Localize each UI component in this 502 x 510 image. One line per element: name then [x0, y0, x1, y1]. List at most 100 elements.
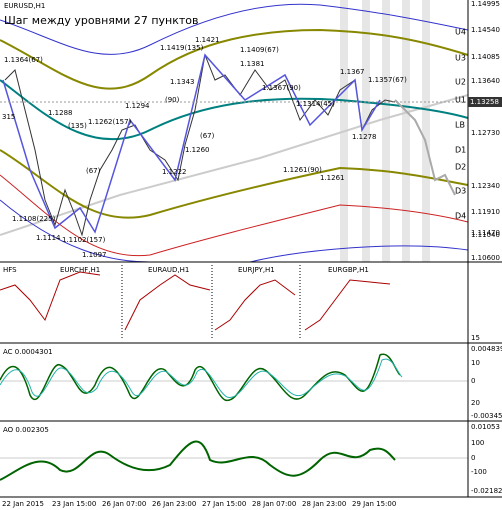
annotation: (67): [200, 132, 215, 140]
price-label: 1.10600: [471, 254, 500, 262]
annotation: 1.1102(157): [62, 236, 106, 244]
annotation: 1.1421: [195, 36, 220, 44]
ac-scale: 20: [471, 399, 480, 407]
session-band: [382, 0, 390, 262]
ao-label: AO 0.002305: [3, 426, 49, 434]
price-label: 1.14995: [471, 0, 500, 8]
annotation: 1.1278: [352, 133, 377, 141]
annotation: 1.1314(45): [296, 100, 335, 108]
time-label: 26 Jan 07:00: [102, 500, 146, 508]
price-label: 1.11470: [471, 229, 500, 237]
annotation: (135): [68, 122, 87, 130]
pair-label: EURAUD,H1: [148, 266, 189, 274]
annotation: 315: [2, 113, 15, 121]
hfs-panel: [0, 265, 502, 344]
price-path: [4, 53, 396, 237]
annotation: (90): [165, 96, 180, 104]
main-chart: [0, 0, 502, 263]
level-label: D4: [455, 212, 466, 221]
time-label: 22 Jan 2015: [2, 500, 44, 508]
ao-line: [0, 440, 396, 481]
ac-line: [0, 353, 401, 401]
level-label: U1: [455, 96, 466, 105]
annotation: 1.1409(67): [240, 46, 279, 54]
annotation: 1.1364(67): [4, 56, 43, 64]
price-label: 1.14085: [471, 53, 500, 61]
time-label: 27 Jan 15:00: [202, 500, 246, 508]
ac-panel: [0, 353, 502, 422]
current-price-box: [468, 97, 502, 107]
pair-line: [0, 271, 101, 322]
ao-panel: [0, 440, 502, 498]
level-label: D3: [455, 187, 466, 196]
ao-scale: 100: [471, 439, 484, 447]
ao-scale: -100: [471, 468, 487, 476]
annotation: 1.1260: [185, 146, 210, 154]
ao-scale: -0.02182: [471, 487, 502, 495]
center-line: [0, 79, 469, 141]
pair-label: EURJPY,H1: [238, 266, 275, 274]
pair-line: [304, 279, 391, 331]
annotation: 1.1288: [48, 109, 73, 117]
annotation: 1.1262(157): [88, 118, 132, 126]
price-label: 1.13640: [471, 77, 500, 85]
level-label: D1: [455, 146, 466, 155]
level-label: U3: [455, 54, 466, 63]
ac-scale: -0.003456: [471, 412, 502, 420]
current-price: 1.13258: [470, 98, 499, 106]
price-label: 1.11040: [471, 231, 500, 239]
level-label: D2: [455, 163, 466, 172]
price-label: 1.12730: [471, 129, 500, 137]
level-label: U2: [455, 78, 466, 87]
ac-scale: 0.004839: [471, 345, 502, 353]
hfs-scale: 15: [471, 334, 480, 342]
ao-scale: 0.01053: [471, 423, 500, 431]
band-outer: [0, 199, 469, 263]
time-label: 28 Jan 07:00: [252, 500, 296, 508]
session-band: [422, 0, 430, 262]
level-label: LB: [455, 121, 465, 130]
price-label: 1.14540: [471, 26, 500, 34]
ac-scale: 0: [471, 377, 475, 385]
projection: [394, 99, 456, 196]
pair-label: EURCHF,H1: [60, 266, 100, 274]
annotation: 1.1294: [125, 102, 150, 110]
annotation: 1.1222: [162, 168, 187, 176]
band-upper: [0, 3, 469, 55]
price-label: 1.12340: [471, 182, 500, 190]
time-label: 28 Jan 23:00: [302, 500, 346, 508]
price-label: 1.11910: [471, 208, 500, 216]
annotation: 1.1367: [340, 68, 365, 76]
pair-line: [124, 274, 211, 331]
annotation: 1.1357(67): [368, 76, 407, 84]
ao-scale: 0: [471, 454, 475, 462]
annotation: 1.1097: [82, 251, 107, 259]
annotation: 1.1108(225): [12, 215, 56, 223]
annotation: 1.1419(135): [160, 44, 204, 52]
time-label: 23 Jan 15:00: [52, 500, 96, 508]
band-u2: [0, 28, 469, 90]
pair-line: [214, 279, 296, 331]
hfs-label: HFS: [3, 266, 17, 274]
ac-scale: 10: [471, 359, 480, 367]
annotation: (67): [86, 167, 101, 175]
time-label: 29 Jan 15:00: [352, 500, 396, 508]
ac-label: AC 0.0004301: [3, 348, 53, 356]
session-band: [362, 0, 370, 262]
subtitle: Шаг между уровнями 27 пунктов: [4, 14, 198, 27]
annotation: 1.1261(90): [283, 166, 322, 174]
band-lower: [0, 174, 469, 257]
zigzag: [2, 53, 381, 234]
annotation: 1.1381: [240, 60, 265, 68]
annotation: 1.1114: [36, 234, 61, 242]
time-label: 26 Jan 23:00: [152, 500, 196, 508]
session-band: [402, 0, 410, 262]
symbol: EURUSD,H1: [4, 2, 45, 10]
signal-line: [0, 358, 403, 398]
annotation: 1.1343: [170, 78, 195, 86]
annotation: 1.1367(90): [262, 84, 301, 92]
annotation: 1.1261: [320, 174, 345, 182]
pair-label: EURGBP,H1: [328, 266, 369, 274]
